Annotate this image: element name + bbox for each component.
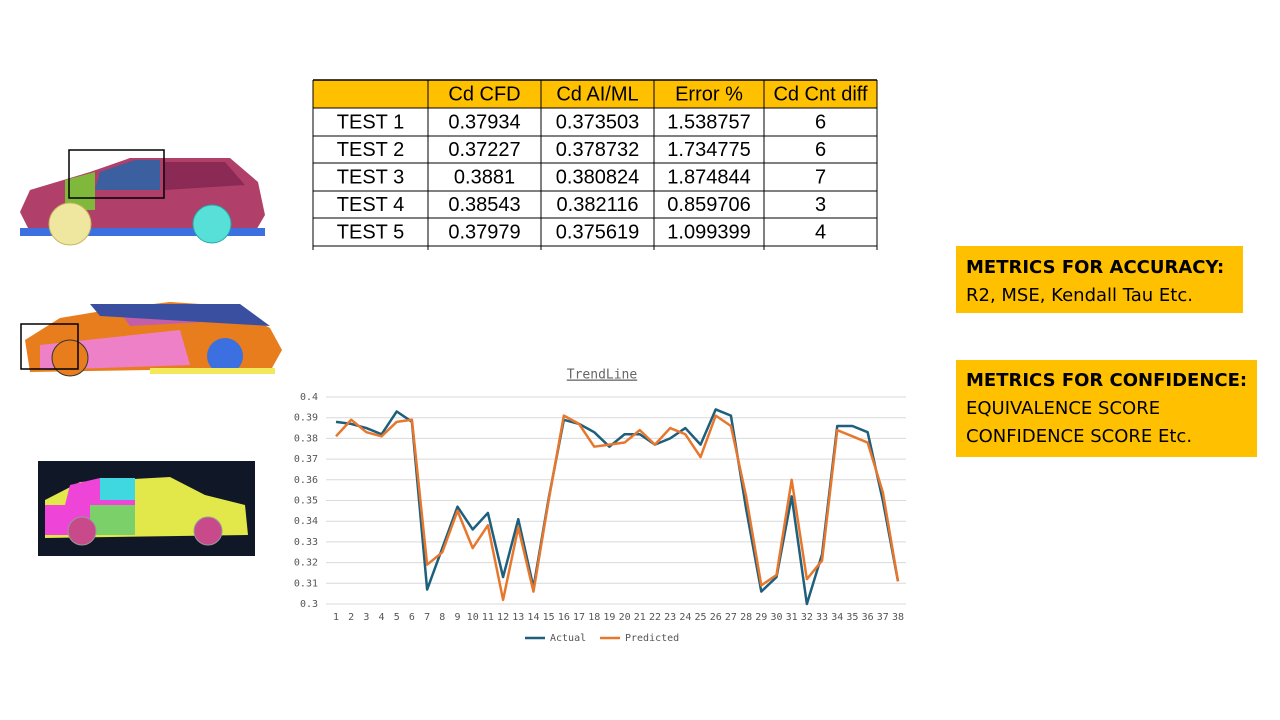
x-tick-label: 31 [786, 612, 798, 623]
x-tick-label: 18 [588, 612, 600, 623]
y-tick-label: 0.33 [294, 537, 318, 548]
legend-label: Predicted [625, 633, 679, 644]
accuracy-body: R2, MSE, Kendall Tau Etc. [966, 285, 1193, 306]
table-cell: 0.38543 [448, 194, 520, 216]
x-tick-label: 25 [695, 612, 707, 623]
accuracy-title: METRICS FOR ACCURACY: [966, 257, 1224, 278]
table-cell: 1.538757 [667, 111, 750, 133]
x-tick-label: 38 [892, 612, 904, 623]
y-tick-label: 0.3 [300, 599, 318, 610]
column-header: Cd Cnt diff [773, 83, 868, 105]
table-cell: TEST 3 [337, 166, 404, 188]
table-cell: 0.3881 [454, 166, 515, 188]
table-cell: TEST 2 [337, 139, 404, 161]
y-tick-label: 0.4 [300, 392, 318, 403]
table-cell: 7 [815, 166, 826, 188]
table-cell: 1.874844 [667, 166, 750, 188]
x-tick-label: 16 [558, 612, 570, 623]
x-tick-label: 17 [573, 612, 585, 623]
y-tick-label: 0.31 [294, 578, 318, 589]
table-cell: 0.37979 [448, 221, 520, 243]
table-cell: 3 [815, 194, 826, 216]
x-tick-label: 24 [679, 612, 691, 623]
table-cell: 0.375619 [556, 221, 639, 243]
table-cell: TEST 5 [337, 221, 404, 243]
table-cell: 0.378732 [556, 139, 639, 161]
x-tick-label: 8 [439, 612, 445, 623]
car-image [20, 149, 265, 246]
y-tick-label: 0.35 [294, 496, 318, 507]
x-tick-label: 6 [409, 612, 415, 623]
table-header-bg [313, 80, 877, 108]
y-tick-label: 0.36 [294, 475, 318, 486]
table-cell: TEST 4 [337, 194, 404, 216]
x-tick-label: 37 [877, 612, 889, 623]
table-cell: 0.380824 [556, 166, 639, 188]
table-cell: 4 [815, 221, 826, 243]
x-tick-label: 20 [619, 612, 631, 623]
x-tick-label: 14 [527, 612, 539, 623]
confidence-line: CONFIDENCE SCORE Etc. [966, 426, 1192, 447]
confidence-title: METRICS FOR CONFIDENCE: [966, 370, 1247, 391]
column-header: Cd AI/ML [556, 83, 638, 105]
y-tick-label: 0.37 [294, 454, 318, 465]
car-image [20, 302, 282, 377]
x-tick-label: 5 [394, 612, 400, 623]
x-tick-label: 29 [755, 612, 767, 623]
car-image [38, 461, 255, 556]
chart-title: TrendLine [567, 368, 638, 383]
x-tick-label: 28 [740, 612, 752, 623]
table-cell: 1.734775 [667, 139, 750, 161]
x-tick-label: 35 [846, 612, 858, 623]
table-cell: 1.099399 [667, 221, 750, 243]
x-tick-label: 27 [725, 612, 737, 623]
series-line [335, 408, 900, 606]
x-tick-label: 13 [512, 612, 524, 623]
x-tick-label: 23 [664, 612, 676, 623]
legend-label: Actual [550, 633, 586, 644]
accuracy-box [956, 246, 1243, 313]
table-cell: 6 [815, 111, 826, 133]
x-tick-label: 9 [454, 612, 460, 623]
x-tick-label: 19 [603, 612, 615, 623]
x-tick-label: 15 [543, 612, 555, 623]
y-tick-label: 0.34 [294, 516, 318, 527]
confidence-box [956, 360, 1257, 457]
table-cell: 6 [815, 139, 826, 161]
x-tick-label: 32 [801, 612, 813, 623]
x-tick-label: 3 [363, 612, 369, 623]
table-cell: 0.37934 [448, 111, 520, 133]
x-tick-label: 30 [770, 612, 782, 623]
x-tick-label: 12 [497, 612, 509, 623]
y-tick-label: 0.39 [294, 413, 318, 424]
x-tick-label: 1 [333, 612, 339, 623]
y-tick-label: 0.38 [294, 433, 318, 444]
table-cell: 0.37227 [448, 139, 520, 161]
x-tick-label: 10 [467, 612, 479, 623]
column-header: Cd CFD [448, 83, 520, 105]
x-tick-label: 2 [348, 612, 354, 623]
table-cell: 0.859706 [667, 194, 750, 216]
x-tick-label: 7 [424, 612, 430, 623]
table-cell: 0.373503 [556, 111, 639, 133]
y-tick-label: 0.32 [294, 558, 318, 569]
x-tick-label: 34 [831, 612, 843, 623]
series-line [335, 414, 900, 602]
table-cell: 0.382116 [557, 194, 639, 216]
table-cell: TEST 1 [337, 111, 404, 133]
x-tick-label: 4 [379, 612, 385, 623]
x-tick-label: 33 [816, 612, 828, 623]
column-header: Error % [675, 83, 743, 105]
x-tick-label: 21 [634, 612, 646, 623]
x-tick-label: 22 [649, 612, 661, 623]
x-tick-label: 11 [482, 612, 494, 623]
confidence-line: EQUIVALENCE SCORE [966, 398, 1160, 419]
x-tick-label: 26 [710, 612, 722, 623]
x-tick-label: 36 [862, 612, 874, 623]
